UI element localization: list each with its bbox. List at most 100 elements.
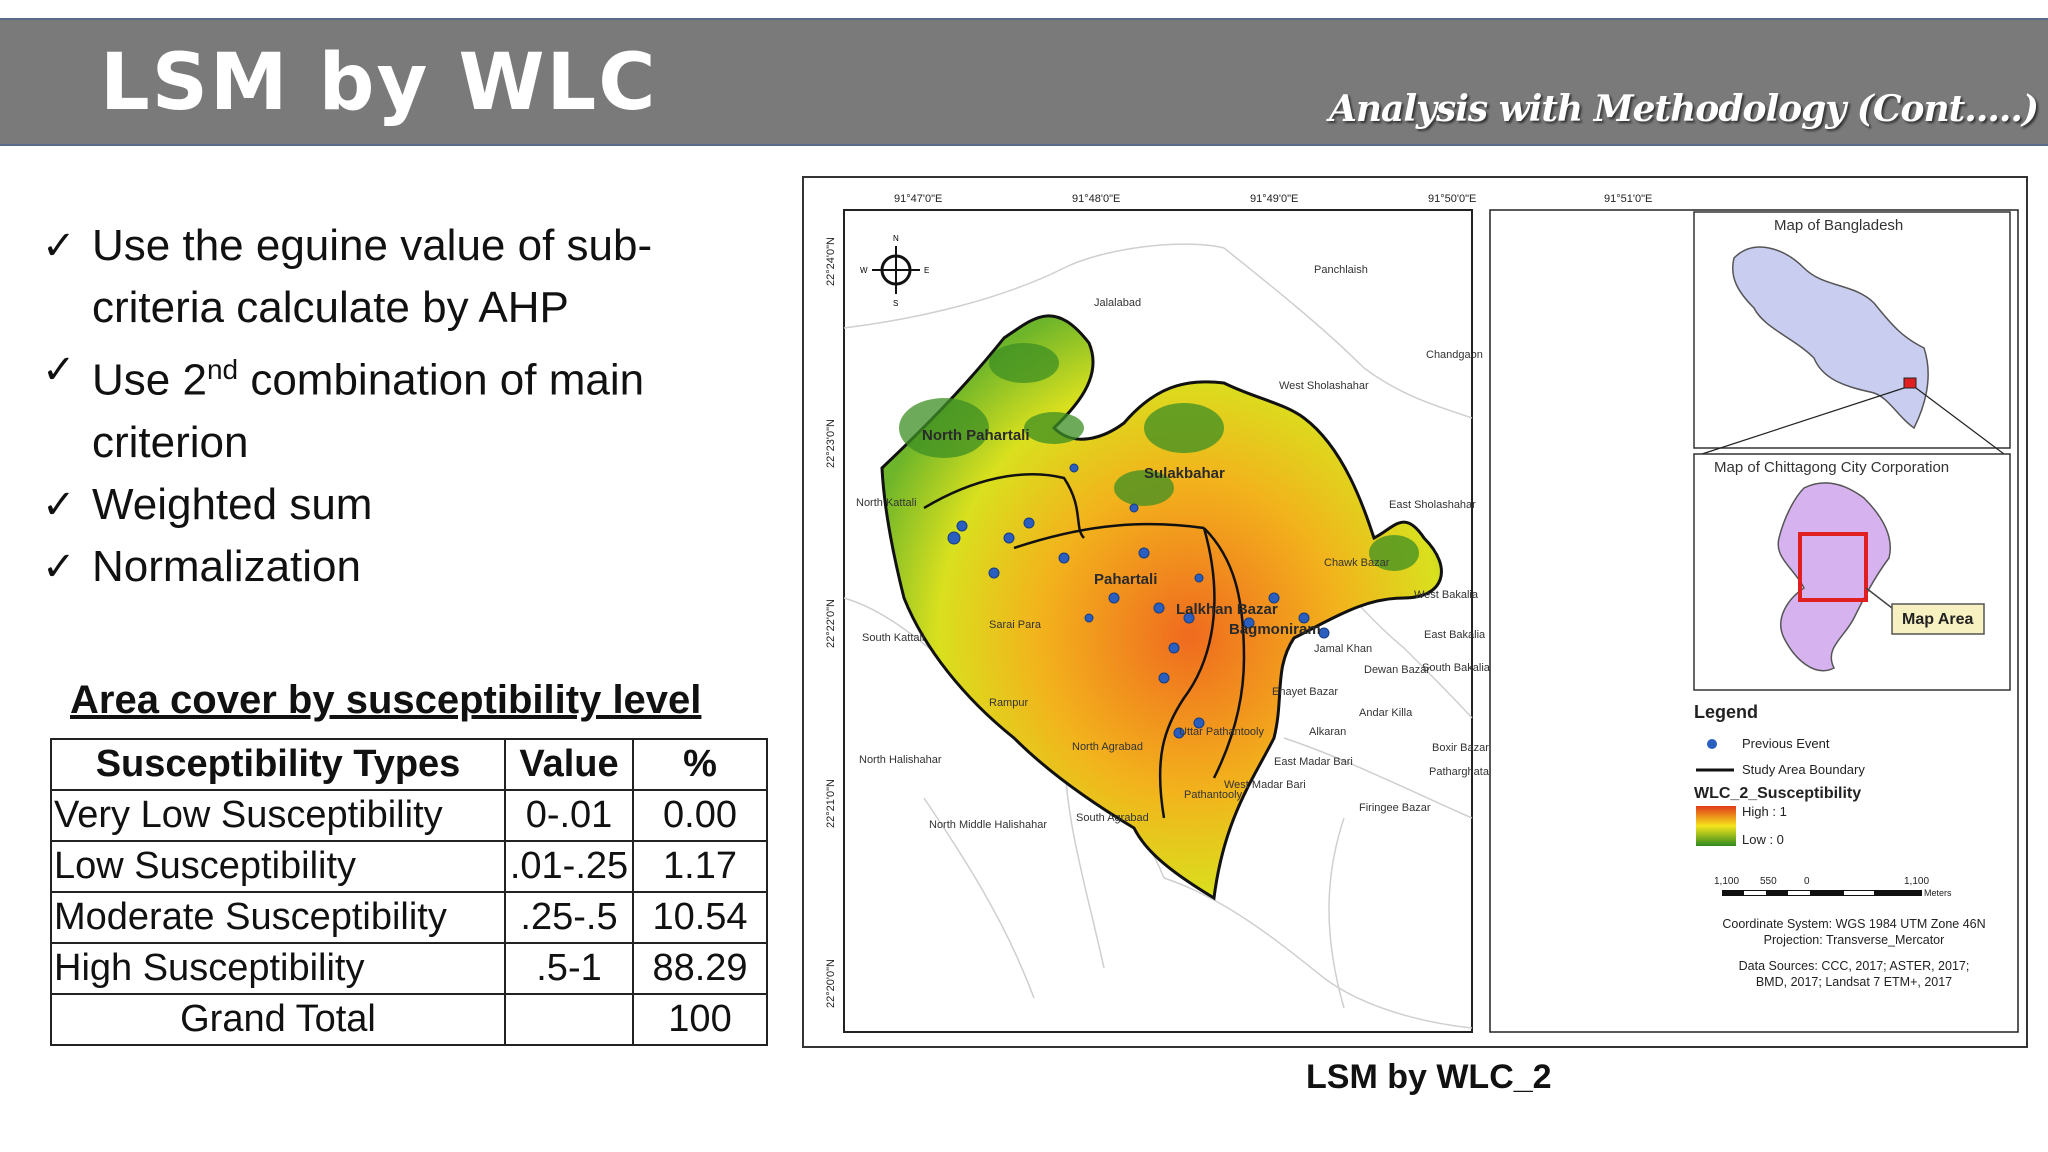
label-west-bakalia: West Bakalia [1414, 589, 1479, 601]
map-area-rectangle [1798, 532, 1868, 602]
compass-s: S [893, 299, 898, 308]
legend-low: Low : 0 [1742, 832, 1784, 847]
compass-rose-icon: N S E W [860, 234, 929, 308]
label-sarai-para: Sarai Para [989, 619, 1042, 631]
scale-unit: Meters [1924, 888, 1952, 898]
header-cell: Value [504, 738, 634, 791]
table-row: Moderate Susceptibility .25-.5 10.54 [50, 891, 768, 944]
header-cell: Susceptibility Types [50, 738, 506, 791]
checkmark-icon: ✓ [42, 544, 76, 589]
checkmark-icon: ✓ [42, 348, 76, 392]
label-patharghata: Patharghata [1429, 766, 1490, 778]
cell-value [504, 993, 634, 1046]
label-south-kattali: South Kattali [862, 632, 924, 644]
bullet-text-cont: criteria calculate by AHP [92, 283, 569, 332]
bullet-superscript: nd [206, 354, 239, 385]
label-bagmoniram: Bagmoniram [1229, 621, 1321, 638]
cell-value: .5-1 [504, 942, 634, 995]
cell-value: .01-.25 [504, 840, 634, 893]
compass-n: N [893, 234, 899, 243]
scale-bar: 1,100 550 0 1,100 Meters [1714, 876, 1952, 898]
label-panchlaish: Panchlaish [1314, 264, 1368, 276]
inset-bangladesh-title: Map of Bangladesh [1774, 217, 1903, 234]
internal-boundaries [923, 473, 1246, 819]
label-chawk-bazar: Chawk Bazar [1324, 557, 1390, 569]
bullet-text-post: combination of main [238, 355, 645, 405]
compass-w: W [860, 266, 868, 275]
scale-label: 1,100 [1904, 876, 1929, 887]
coordinate-system: Coordinate System: WGS 1984 UTM Zone 46N [1722, 917, 1985, 931]
bullet-text: Weighted sum [92, 479, 373, 529]
slide-title: LSM by WLC [100, 38, 658, 128]
bullet-text: Use the eguine value of sub- [92, 221, 653, 270]
label-pathantooly: Pathantooly [1184, 789, 1243, 801]
label-alkaran: Alkaran [1309, 726, 1346, 738]
legend-gradient [1696, 806, 1736, 846]
lon-label: 91°47'0"E [894, 193, 942, 205]
connector-line [1915, 387, 2005, 455]
label-east-sholashahar: East Sholashahar [1389, 499, 1476, 511]
label-sulakbahar: Sulakbahar [1144, 465, 1225, 482]
table-title: Area cover by susceptibility level [70, 678, 702, 722]
projection: Projection: Transverse_Mercator [1764, 933, 1945, 947]
cell-value: .25-.5 [504, 891, 634, 944]
label-firingee-bazar: Firingee Bazar [1359, 802, 1431, 814]
legend-layer-name: WLC_2_Susceptibility [1694, 785, 1861, 802]
bullet-item: ✓ Normalization [42, 536, 762, 598]
label-north-agrabad: North Agrabad [1072, 741, 1143, 753]
bangladesh-shape [1732, 246, 1929, 430]
map-area-label: Map Area [1902, 611, 1974, 628]
label-pahartali: Pahartali [1094, 571, 1157, 588]
bullet-text: Use 2nd combination of main [92, 339, 762, 412]
header-cell: % [632, 738, 768, 791]
bullet-text-pre: Use 2 [92, 355, 207, 405]
previous-event-points [947, 463, 1330, 739]
slide-subtitle: Analysis with Methodology (Cont.....) [1328, 88, 2039, 130]
data-sources-1: Data Sources: CCC, 2017; ASTER, 2017; [1739, 959, 1970, 973]
lat-label: 22°23'0"N [825, 419, 837, 468]
lon-label: 91°48'0"E [1072, 193, 1120, 205]
cell-value: 0-.01 [504, 789, 634, 842]
cell-type: Low Susceptibility [50, 840, 506, 893]
label-chandgaon: Chandgaon [1426, 349, 1483, 361]
table-row: Low Susceptibility .01-.25 1.17 [50, 840, 768, 893]
bullet-text-cont: criterion [92, 417, 249, 467]
label-north-kattali: North Kattali [856, 497, 917, 509]
bullet-list: ✓ Use the eguine value of sub- criteria … [42, 215, 762, 598]
label-rampur: Rampur [989, 697, 1028, 709]
data-sources-2: BMD, 2017; Landsat 7 ETM+, 2017 [1756, 975, 1952, 989]
legend-previous-event: Previous Event [1742, 736, 1830, 751]
map-area-callout [1891, 603, 1985, 635]
label-west-sholashahar: West Sholashahar [1279, 380, 1369, 392]
label-west-madar-bari: West Madar Bari [1224, 779, 1306, 791]
map-svg: Panchlaish Jalalabad Chandgaon West Shol… [825, 193, 2019, 1033]
cell-percent: 1.17 [632, 840, 768, 893]
label-north-pahartali: North Pahartali [922, 427, 1030, 444]
bangladesh-highlight [1903, 377, 1917, 389]
label-enayet-bazar: Enayet Bazar [1272, 686, 1338, 698]
cell-type: High Susceptibility [50, 942, 506, 995]
cell-percent: 10.54 [632, 891, 768, 944]
bullet-item: ✓ Use the eguine value of sub- criteria … [42, 215, 762, 339]
label-east-bakalia: East Bakalia [1424, 629, 1486, 641]
label-boxir-bazar: Boxir Bazar [1432, 742, 1489, 754]
legend-event-icon [1707, 739, 1717, 749]
label-lalkhan-bazar: Lalkhan Bazar [1176, 601, 1278, 618]
title-banner: LSM by WLC Analysis with Methodology (Co… [0, 18, 2048, 146]
table-row: Very Low Susceptibility 0-.01 0.00 [50, 789, 768, 842]
label-east-madar-bari: East Madar Bari [1274, 756, 1353, 768]
label-jamal-khan: Jamal Khan [1314, 643, 1372, 655]
checkmark-icon: ✓ [42, 482, 76, 527]
cell-type: Very Low Susceptibility [50, 789, 506, 842]
lon-label: 91°49'0"E [1250, 193, 1298, 205]
scale-label: 0 [1804, 876, 1810, 887]
lat-label: 22°22'0"N [825, 599, 837, 648]
bullet-item: ✓ Weighted sum [42, 474, 762, 536]
map-caption: LSM by WLC_2 [1306, 1058, 1552, 1096]
label-dewan-bazar: Dewan Bazar [1364, 664, 1430, 676]
label-andar-killa: Andar Killa [1359, 707, 1413, 719]
compass-e: E [924, 266, 929, 275]
label-uttar-pathantooly: Uttar Pathantooly [1179, 726, 1264, 738]
legend-title: Legend [1694, 702, 1758, 722]
ccc-shape [1777, 482, 1891, 672]
